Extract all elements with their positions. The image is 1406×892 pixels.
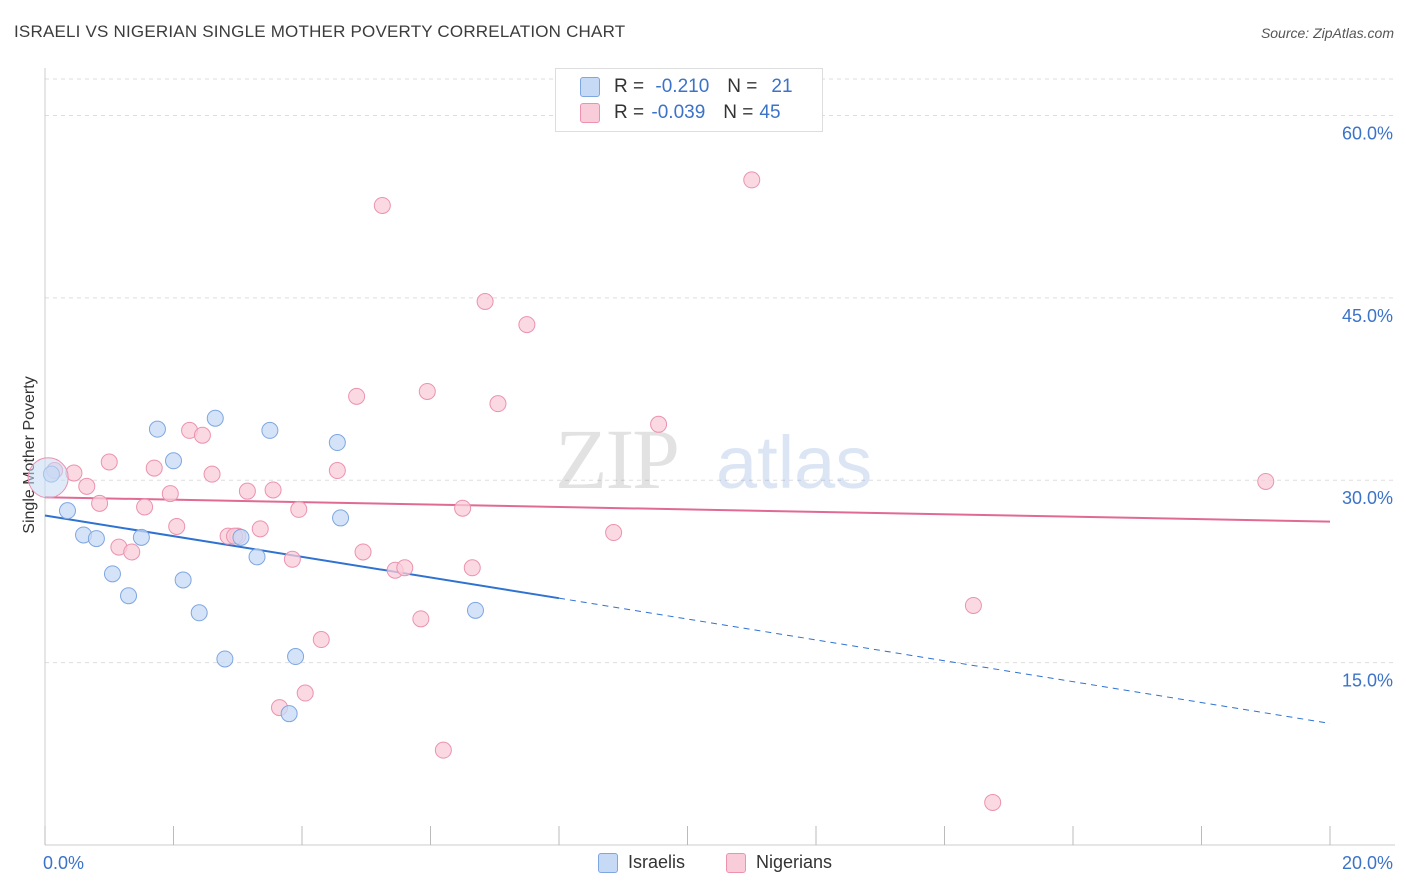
data-points bbox=[27, 171, 1275, 811]
nigerian-point bbox=[296, 684, 314, 702]
israeli-point bbox=[132, 528, 150, 546]
nigerian-point bbox=[434, 741, 452, 759]
nigerian-point bbox=[123, 543, 141, 561]
nigerian-point bbox=[251, 520, 269, 538]
nigerians-n-label: N = bbox=[723, 102, 754, 123]
nigerian-point bbox=[136, 498, 154, 516]
nigerian-point bbox=[964, 596, 982, 614]
nigerians-trend-line bbox=[44, 496, 1331, 523]
israeli-point bbox=[58, 502, 76, 520]
nigerian-point bbox=[145, 459, 163, 477]
israeli-point bbox=[206, 409, 224, 427]
nigerian-point bbox=[238, 482, 256, 500]
israeli-point bbox=[216, 650, 234, 668]
y-tick-label: 45.0% bbox=[1342, 306, 1393, 326]
nigerian-point bbox=[312, 631, 330, 649]
x-tick-label: 20.0% bbox=[1342, 853, 1393, 873]
nigerian-point bbox=[984, 793, 1002, 811]
axes bbox=[44, 68, 1395, 846]
nigerians-legend-swatch-icon bbox=[726, 852, 746, 873]
nigerian-point bbox=[264, 481, 282, 499]
nigerian-point bbox=[328, 462, 346, 480]
nigerian-point bbox=[168, 517, 186, 535]
nigerian-point bbox=[290, 500, 308, 518]
israeli-point bbox=[261, 421, 279, 439]
legend-row-israelis: R = -0.210 N = 21 bbox=[580, 74, 793, 100]
israelis-n-value: 21 bbox=[771, 76, 793, 97]
x-tick-label: 0.0% bbox=[43, 853, 84, 873]
israeli-point bbox=[332, 509, 350, 527]
israeli-point bbox=[174, 571, 192, 589]
nigerians-legend-label: Nigerians bbox=[756, 852, 833, 872]
nigerians-n-value: 45 bbox=[759, 102, 781, 123]
israelis-r-label: R = bbox=[614, 76, 645, 97]
nigerian-point bbox=[454, 499, 472, 517]
israeli-point bbox=[232, 528, 250, 546]
nigerian-point bbox=[354, 543, 372, 561]
nigerian-point bbox=[1257, 472, 1275, 490]
legend-row-nigerians: R = -0.039 N = 45 bbox=[580, 100, 781, 126]
israeli-point bbox=[328, 434, 346, 452]
grid-lines bbox=[45, 78, 1395, 664]
israeli-point bbox=[190, 604, 208, 622]
nigerian-point bbox=[193, 426, 211, 444]
legend-item-israelis: Israelis bbox=[598, 852, 685, 873]
nigerian-point bbox=[78, 477, 96, 495]
nigerian-point bbox=[203, 465, 221, 483]
stats-legend: R = -0.210 N = 21 R = -0.039 N = 45 bbox=[555, 68, 823, 132]
nigerian-point bbox=[91, 494, 109, 512]
y-tick-label: 30.0% bbox=[1342, 488, 1393, 508]
nigerian-point bbox=[476, 293, 494, 311]
nigerian-point bbox=[463, 559, 481, 577]
israelis-trend-line bbox=[44, 514, 560, 600]
nigerian-point bbox=[283, 550, 301, 568]
nigerian-point bbox=[418, 382, 436, 400]
israeli-point bbox=[248, 548, 266, 566]
israelis-legend-swatch-icon bbox=[598, 852, 618, 873]
y-tick-label: 15.0% bbox=[1342, 671, 1393, 691]
israeli-point bbox=[165, 452, 182, 470]
israelis-trend-extension bbox=[558, 597, 1331, 724]
israeli-point bbox=[287, 648, 305, 666]
nigerian-point bbox=[100, 453, 118, 471]
source-credit: Source: ZipAtlas.com bbox=[1260, 25, 1394, 41]
nigerians-swatch-icon bbox=[580, 103, 600, 123]
israeli-point bbox=[148, 420, 166, 438]
nigerian-point bbox=[743, 171, 761, 189]
trend-lines bbox=[44, 496, 1331, 724]
nigerian-point bbox=[348, 387, 366, 405]
cluster-point bbox=[27, 457, 69, 499]
tick-labels: 15.0% 30.0% 45.0% 60.0% 0.0% 20.0% bbox=[43, 123, 1393, 873]
nigerian-point bbox=[373, 196, 391, 214]
nigerian-point bbox=[489, 395, 507, 413]
nigerian-point bbox=[518, 316, 536, 334]
nigerian-point bbox=[412, 610, 430, 628]
israeli-point bbox=[120, 587, 138, 605]
israelis-n-label: N = bbox=[727, 76, 758, 97]
nigerians-r-label: R = bbox=[614, 102, 645, 123]
israelis-r-value: -0.210 bbox=[655, 76, 710, 97]
legend-item-nigerians: Nigerians bbox=[726, 852, 832, 873]
nigerian-point bbox=[161, 485, 179, 503]
israelis-swatch-icon bbox=[580, 77, 600, 97]
y-tick-label: 60.0% bbox=[1342, 123, 1393, 143]
nigerian-point bbox=[396, 559, 414, 577]
israeli-point bbox=[466, 601, 484, 619]
nigerian-point bbox=[650, 415, 668, 433]
israeli-point bbox=[103, 565, 121, 583]
israeli-point bbox=[280, 705, 298, 723]
nigerian-point bbox=[605, 524, 623, 542]
watermark-atlas: atlas bbox=[716, 421, 872, 504]
series-legend: Israelis Nigerians bbox=[0, 852, 1406, 876]
nigerians-r-value: -0.039 bbox=[651, 102, 706, 123]
israelis-legend-label: Israelis bbox=[628, 852, 686, 872]
chart-title: ISRAELI VS NIGERIAN SINGLE MOTHER POVERT… bbox=[14, 22, 626, 41]
israeli-point bbox=[87, 530, 105, 548]
watermark: ZIP atlas bbox=[555, 411, 872, 507]
